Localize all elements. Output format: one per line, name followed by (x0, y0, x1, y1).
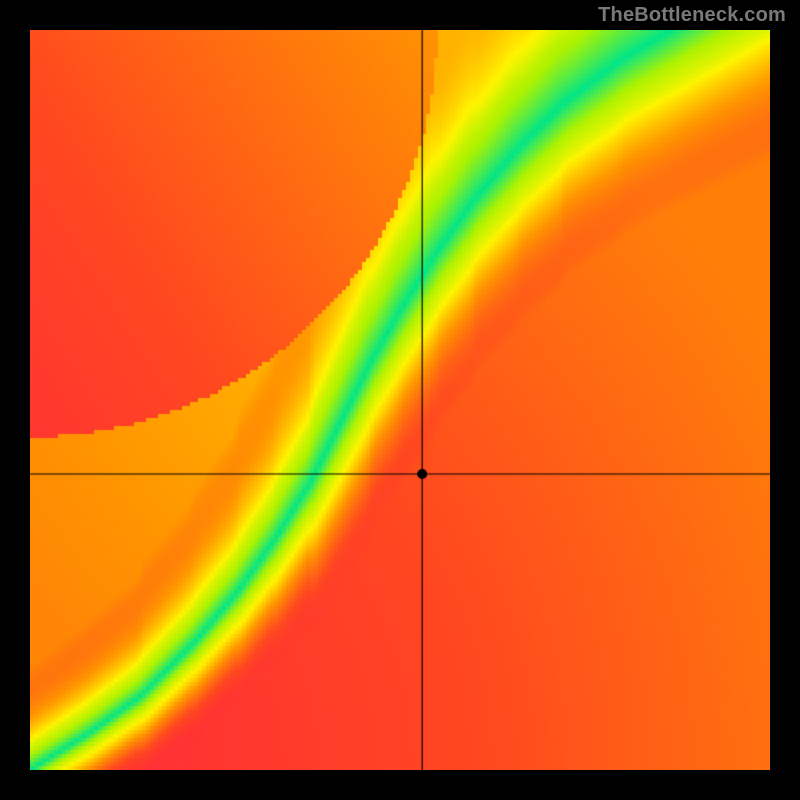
heatmap-canvas (30, 30, 770, 770)
heatmap-plot (30, 30, 770, 770)
page-root: TheBottleneck.com (0, 0, 800, 800)
watermark-text: TheBottleneck.com (598, 4, 786, 27)
